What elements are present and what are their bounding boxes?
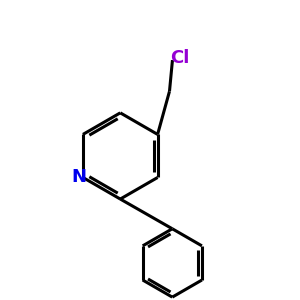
Text: Cl: Cl	[170, 49, 190, 67]
Text: N: N	[71, 169, 86, 187]
